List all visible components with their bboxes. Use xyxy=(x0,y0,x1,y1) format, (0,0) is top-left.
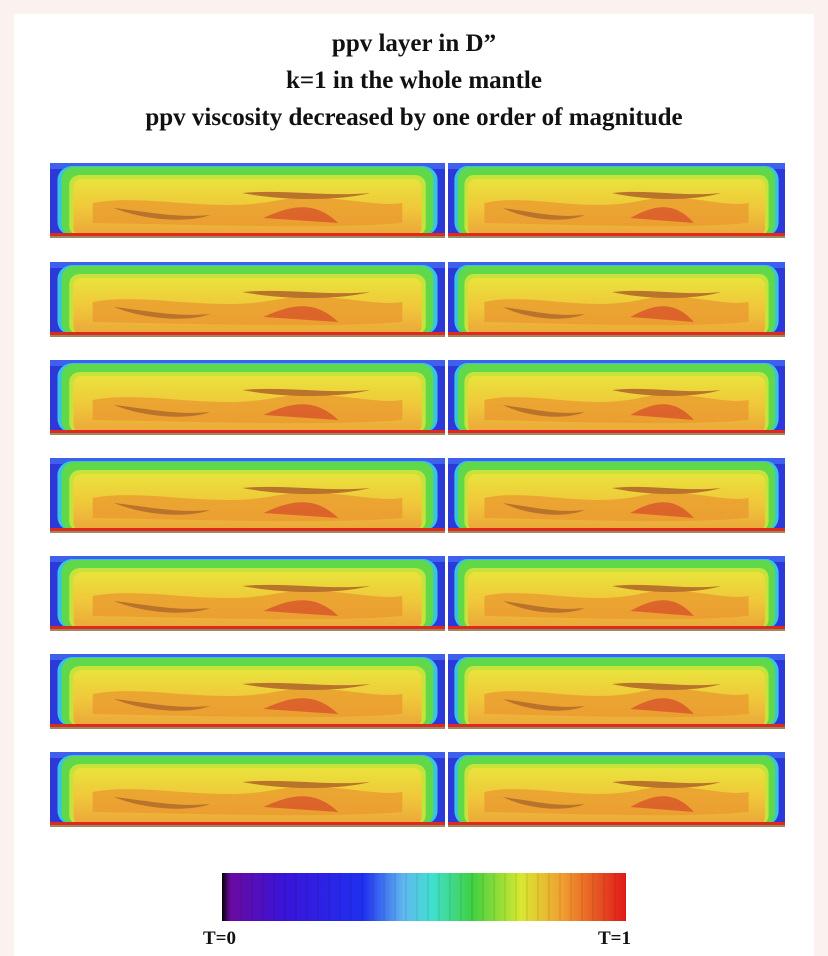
figure-panels xyxy=(0,0,828,956)
colorbar-max-label: T=1 xyxy=(598,928,631,950)
temperature-panel xyxy=(50,360,785,435)
temperature-panel xyxy=(50,654,785,729)
temperature-panel xyxy=(50,262,785,337)
temperature-panel xyxy=(50,163,785,238)
colorbar xyxy=(222,873,626,921)
temperature-panel xyxy=(50,458,785,533)
temperature-panel xyxy=(50,752,785,827)
temperature-panel xyxy=(50,556,785,631)
page: ppv layer in D” k=1 in the whole mantle … xyxy=(0,0,828,956)
colorbar-min-label: T=0 xyxy=(203,928,236,950)
